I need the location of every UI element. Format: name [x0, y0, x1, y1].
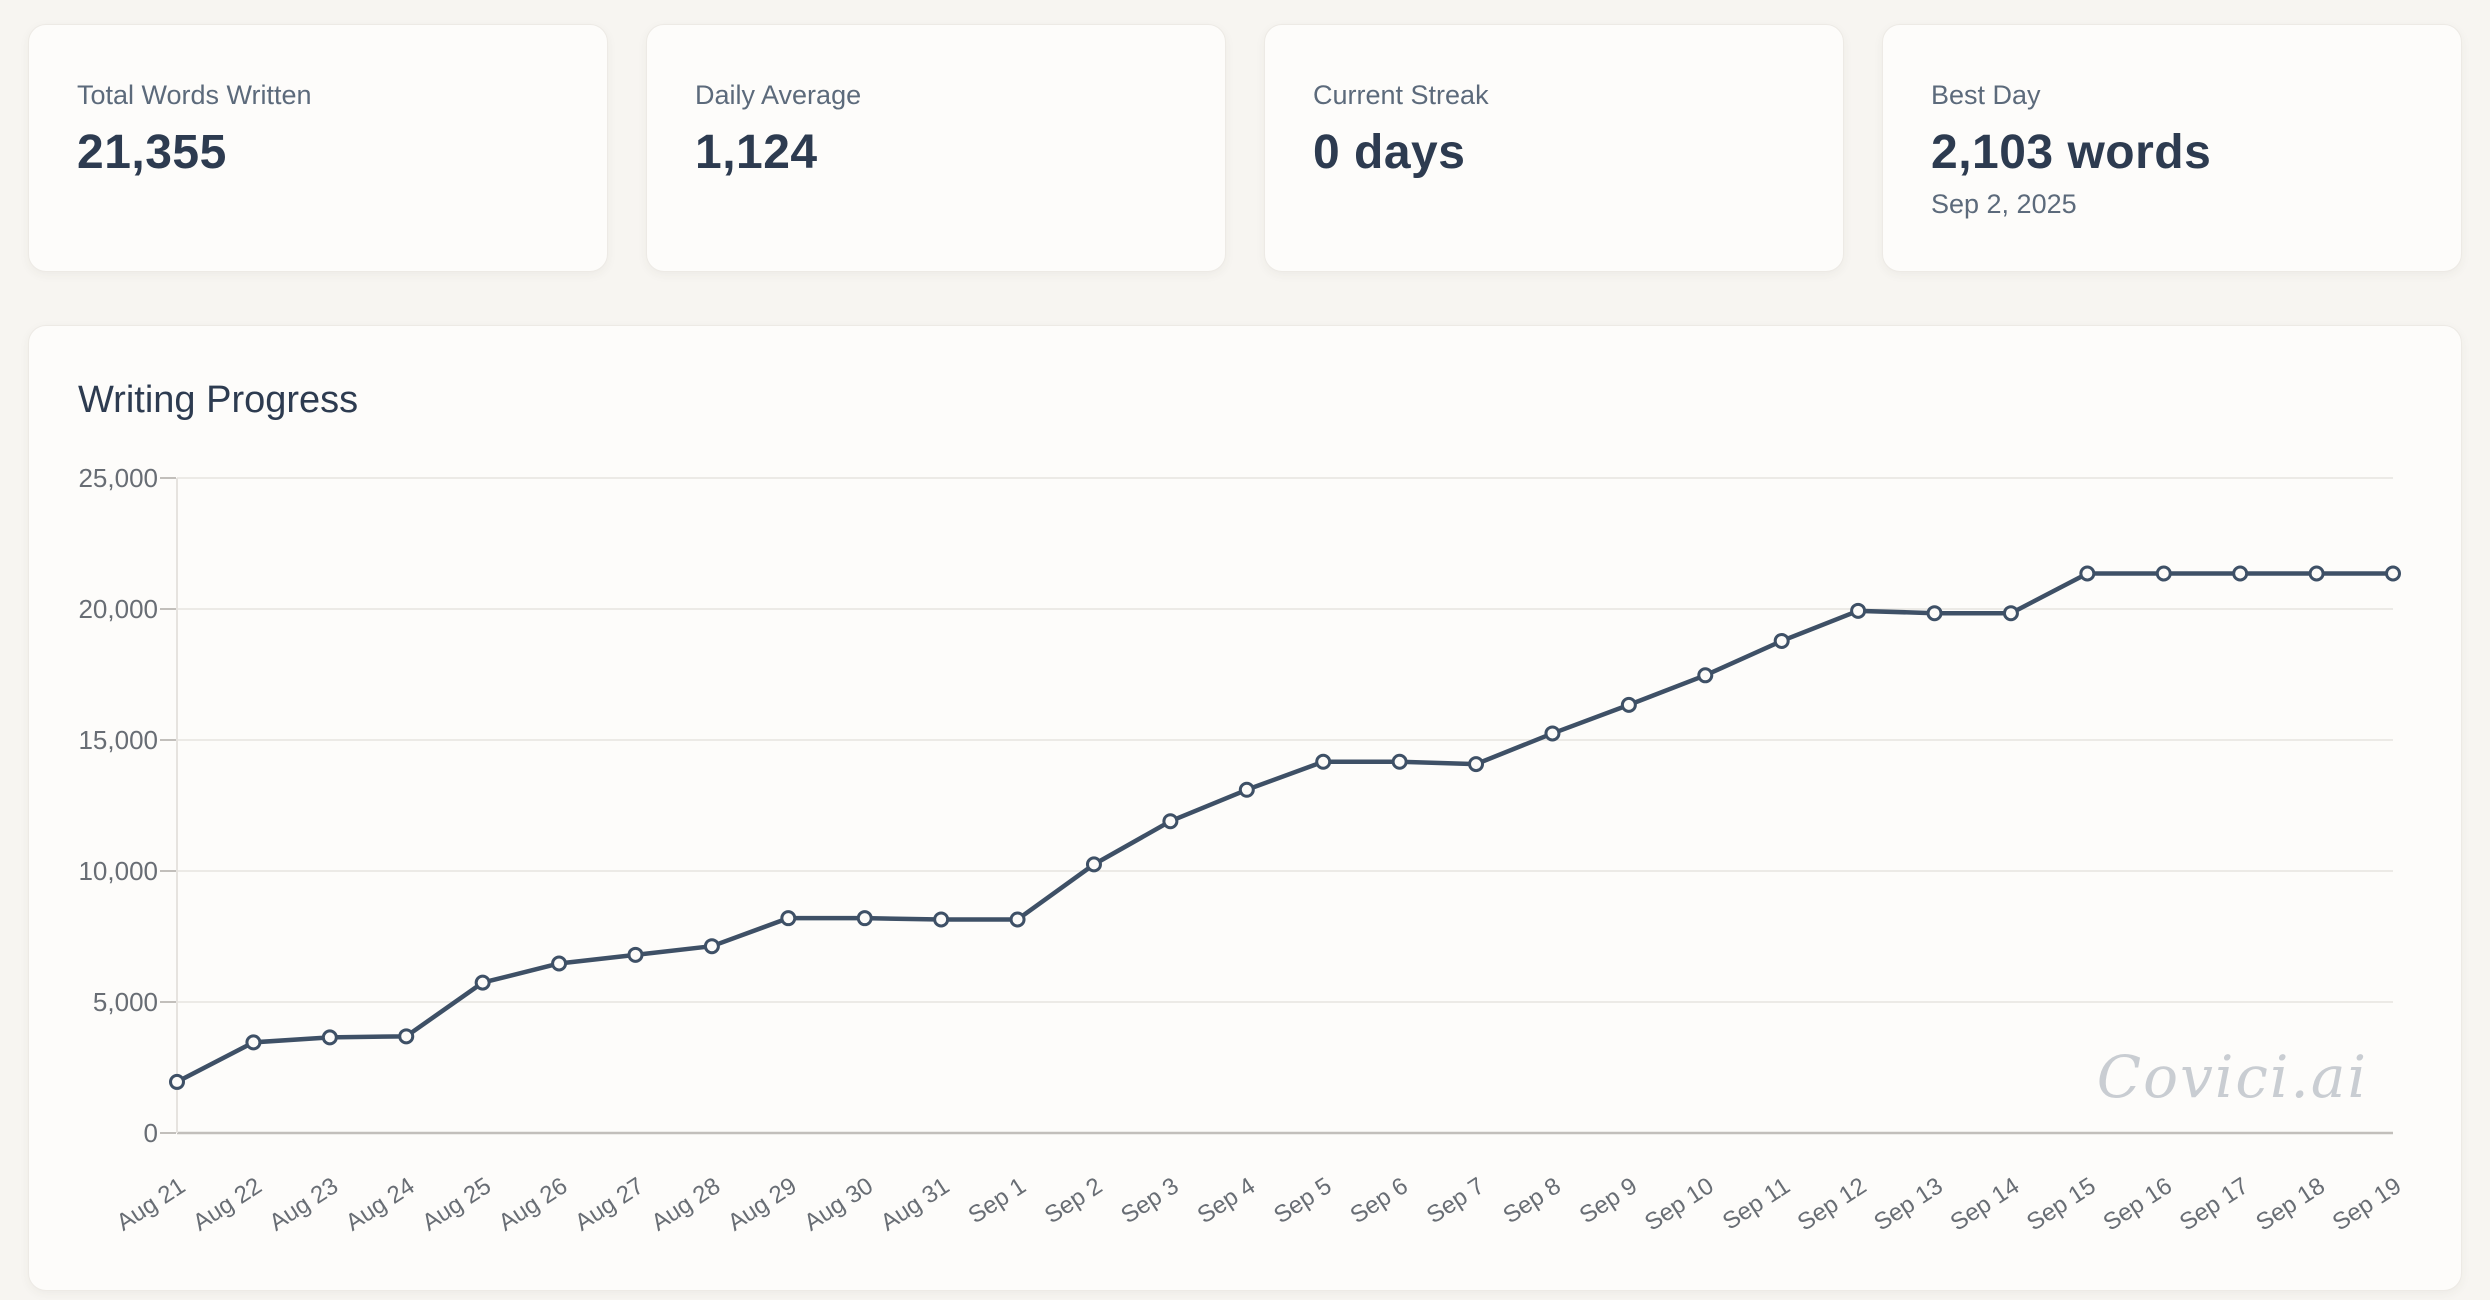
chart-title: Writing Progress	[78, 379, 359, 421]
stat-value: 21,355	[77, 126, 227, 179]
stat-card-current-streak: Current Streak 0 days	[1264, 24, 1844, 272]
stat-value: 1,124	[695, 126, 818, 179]
data-point[interactable]	[321, 1029, 338, 1046]
data-point[interactable]	[2002, 605, 2019, 622]
data-point[interactable]	[169, 1073, 185, 1090]
stat-date: Sep 2, 2025	[1931, 189, 2077, 219]
data-point[interactable]	[1085, 856, 1102, 873]
data-point[interactable]	[1009, 911, 1026, 928]
data-point[interactable]	[1162, 813, 1179, 830]
stat-label: Total Words Written	[77, 80, 312, 110]
data-point[interactable]	[2079, 565, 2096, 582]
data-point[interactable]	[1773, 632, 1790, 649]
data-point[interactable]	[2232, 565, 2249, 582]
stat-label: Current Streak	[1313, 80, 1489, 110]
stat-label: Best Day	[1931, 80, 2041, 110]
watermark-logo: Covici.ai	[2096, 1043, 2368, 1111]
data-point[interactable]	[1850, 602, 1867, 619]
data-point[interactable]	[2308, 565, 2325, 582]
stat-card-best-day: Best Day 2,103 words Sep 2, 2025	[1882, 24, 2462, 272]
data-point[interactable]	[1468, 756, 1485, 773]
stat-value: 0 days	[1313, 126, 1466, 179]
data-point[interactable]	[2155, 565, 2172, 582]
data-point[interactable]	[474, 974, 491, 991]
data-point[interactable]	[1926, 605, 1943, 622]
data-point[interactable]	[1544, 725, 1561, 742]
data-point[interactable]	[1697, 667, 1714, 684]
data-point[interactable]	[780, 910, 797, 927]
data-point[interactable]	[1391, 753, 1408, 770]
data-point[interactable]	[245, 1034, 262, 1051]
data-point[interactable]	[2385, 565, 2401, 582]
data-point[interactable]	[398, 1028, 415, 1045]
data-point[interactable]	[1620, 696, 1637, 713]
stat-card-total-words: Total Words Written 21,355	[28, 24, 608, 272]
stat-label: Daily Average	[695, 80, 862, 110]
data-point[interactable]	[703, 938, 720, 955]
data-point[interactable]	[551, 955, 568, 972]
data-point[interactable]	[1238, 781, 1255, 798]
writing-progress-chart-card	[28, 325, 2462, 1291]
data-point[interactable]	[1315, 753, 1332, 770]
stat-value: 2,103 words	[1931, 126, 2212, 179]
data-point[interactable]	[933, 911, 950, 928]
data-point[interactable]	[627, 946, 644, 963]
data-point[interactable]	[856, 910, 873, 927]
stat-card-daily-average: Daily Average 1,124	[646, 24, 1226, 272]
